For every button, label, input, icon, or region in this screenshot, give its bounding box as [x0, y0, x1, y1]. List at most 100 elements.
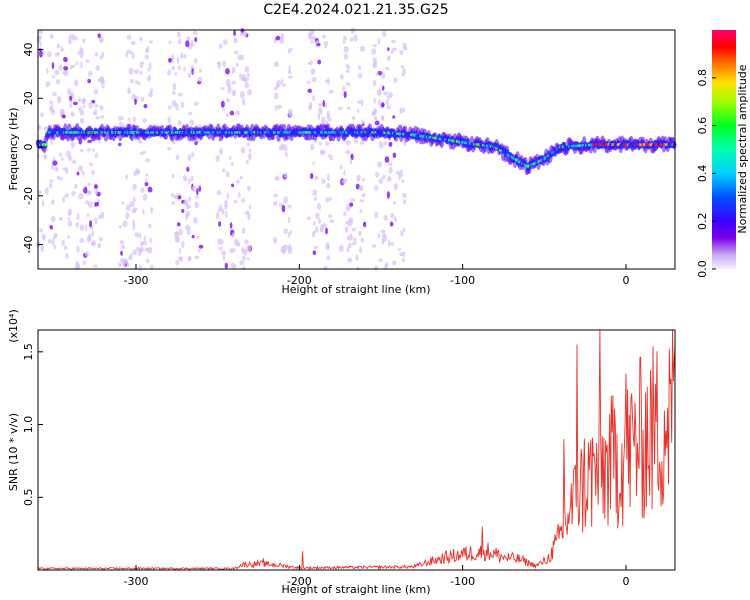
noise-speck: [61, 114, 67, 119]
noise-speck: [401, 179, 405, 184]
noise-speck: [229, 222, 233, 229]
noise-speck: [372, 43, 378, 48]
noise-speck: [356, 174, 361, 182]
noise-speck: [188, 196, 192, 202]
noise-speck: [142, 117, 147, 124]
noise-speck: [121, 258, 127, 265]
noise-speck: [100, 114, 104, 119]
noise-speck: [343, 53, 349, 60]
noise-speck: [118, 115, 122, 121]
noise-speck: [358, 72, 363, 79]
noise-speck: [181, 241, 185, 249]
snr-xtick-label: -200: [287, 575, 312, 588]
noise-speck: [175, 259, 180, 266]
noise-speck: [339, 74, 344, 80]
noise-speck: [375, 72, 379, 76]
noise-speck: [309, 60, 313, 66]
noise-speck: [351, 227, 357, 232]
noise-speck: [320, 150, 326, 155]
noise-speck: [178, 228, 183, 236]
noise-speck: [125, 204, 131, 212]
noise-speck: [190, 151, 195, 158]
noise-speck: [239, 260, 245, 266]
colorbar-label: Normalized spectral amplitude: [736, 64, 749, 233]
spec-ytick-label: -40: [22, 236, 35, 254]
noise-speck: [358, 185, 364, 192]
noise-speck: [82, 260, 87, 265]
snr-line-layer: [37, 329, 676, 571]
noise-speck: [306, 80, 311, 85]
noise-speck: [326, 255, 331, 261]
noise-speck: [392, 152, 397, 159]
noise-speck: [91, 99, 96, 104]
noise-speck: [392, 200, 397, 205]
noise-speck: [67, 217, 71, 221]
noise-speck: [241, 227, 246, 235]
snr-ytick-label: 0.5: [22, 489, 35, 507]
noise-speck: [400, 230, 404, 237]
noise-speck: [242, 266, 246, 271]
noise-speck: [139, 151, 144, 156]
noise-speck: [343, 91, 347, 99]
noise-speck: [49, 182, 53, 189]
noise-speck: [150, 264, 154, 271]
noise-speck: [217, 238, 221, 246]
noise-speck: [307, 105, 313, 111]
noise-speck: [171, 65, 175, 71]
noise-speck: [356, 109, 360, 114]
noise-speck: [287, 204, 292, 209]
snr-series-line: [37, 329, 676, 571]
noise-speck: [142, 240, 148, 246]
noise-speck: [352, 237, 357, 242]
noise-speck: [353, 34, 358, 42]
noise-speck: [49, 33, 54, 40]
noise-speck: [119, 239, 125, 245]
noise-speck: [313, 197, 317, 202]
noise-speck: [70, 141, 75, 149]
noise-speck: [49, 225, 54, 230]
noise-speck: [94, 188, 99, 195]
noise-speck: [79, 237, 85, 243]
noise-speck: [46, 51, 52, 58]
noise-speck: [221, 208, 225, 216]
noise-speck: [324, 103, 328, 109]
noise-speck: [321, 178, 326, 185]
noise-speck: [385, 99, 389, 106]
noise-speck: [172, 90, 176, 96]
noise-speck: [81, 97, 86, 105]
noise-speck: [139, 36, 143, 42]
noise-speck: [398, 173, 402, 180]
noise-speck: [187, 111, 193, 116]
noise-speck: [192, 70, 196, 75]
noise-speck: [374, 265, 378, 272]
noise-speck: [248, 148, 252, 154]
noise-speck: [87, 139, 92, 144]
noise-speck: [44, 187, 49, 195]
noise-speck: [383, 91, 389, 96]
noise-speck: [74, 36, 78, 41]
noise-speck: [307, 61, 311, 65]
noise-speck: [168, 57, 172, 63]
noise-speck: [329, 196, 332, 202]
noise-speck: [229, 110, 235, 116]
noise-speck: [180, 101, 185, 109]
noise-speck: [386, 191, 390, 199]
noise-speck: [378, 88, 382, 96]
noise-speck: [359, 45, 366, 52]
noise-speck: [345, 149, 351, 155]
noise-speck: [374, 211, 379, 219]
noise-speck: [222, 255, 226, 261]
noise-speck: [94, 152, 99, 159]
noise-speck: [132, 207, 138, 212]
noise-speck: [281, 204, 286, 213]
noise-speck: [125, 51, 128, 59]
noise-speck: [187, 154, 192, 162]
snr-y-label: SNR (10 * v/v): [7, 413, 20, 491]
noise-speck: [377, 161, 383, 168]
noise-speck: [173, 194, 177, 200]
noise-speck: [196, 188, 199, 196]
snr-x-ticks: -300 -200 -100 0: [124, 565, 630, 588]
noise-speck: [393, 216, 398, 223]
noise-speck: [316, 202, 322, 211]
noise-speck: [171, 192, 174, 198]
